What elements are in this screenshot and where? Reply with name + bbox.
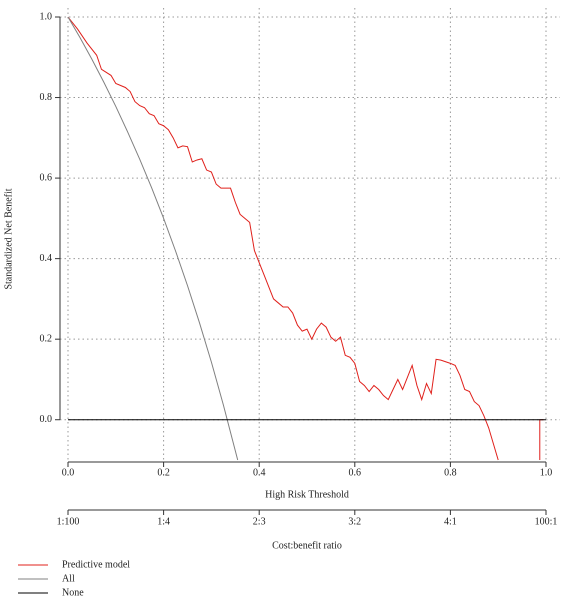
y-tick-label: 0.2 [40,333,53,344]
legend-label: All [62,573,75,584]
x-tick-label: 0.0 [62,467,75,478]
y-tick-label: 0.6 [40,172,53,183]
y-tick-label: 1.0 [40,11,53,22]
legend-label: Predictive model [62,559,130,570]
x2-tick-label: 3:2 [348,516,361,527]
x-tick-label: 1.0 [540,467,553,478]
x-tick-label: 0.4 [253,467,266,478]
x-tick-label: 0.6 [349,467,362,478]
x2-tick-label: 4:1 [444,516,457,527]
x2-tick-label: 2:3 [253,516,266,527]
x-axis-label: High Risk Threshold [265,489,349,500]
y-axis-label: Standardized Net Benefit [3,188,14,289]
y-tick-label: 0.8 [40,92,53,103]
x-tick-label: 0.8 [444,467,457,478]
x-tick-label: 0.2 [157,467,170,478]
x2-tick-label: 1:4 [157,516,170,527]
series-line [67,16,544,461]
y-tick-label: 0.0 [40,414,53,425]
legend-label: None [62,587,84,597]
y-tick-label: 0.4 [40,253,53,264]
x2-axis-label: Cost:benefit ratio [272,540,342,551]
x2-tick-label: 1:100 [57,516,80,527]
x2-tick-label: 100:1 [535,516,558,527]
series-line [67,16,239,461]
